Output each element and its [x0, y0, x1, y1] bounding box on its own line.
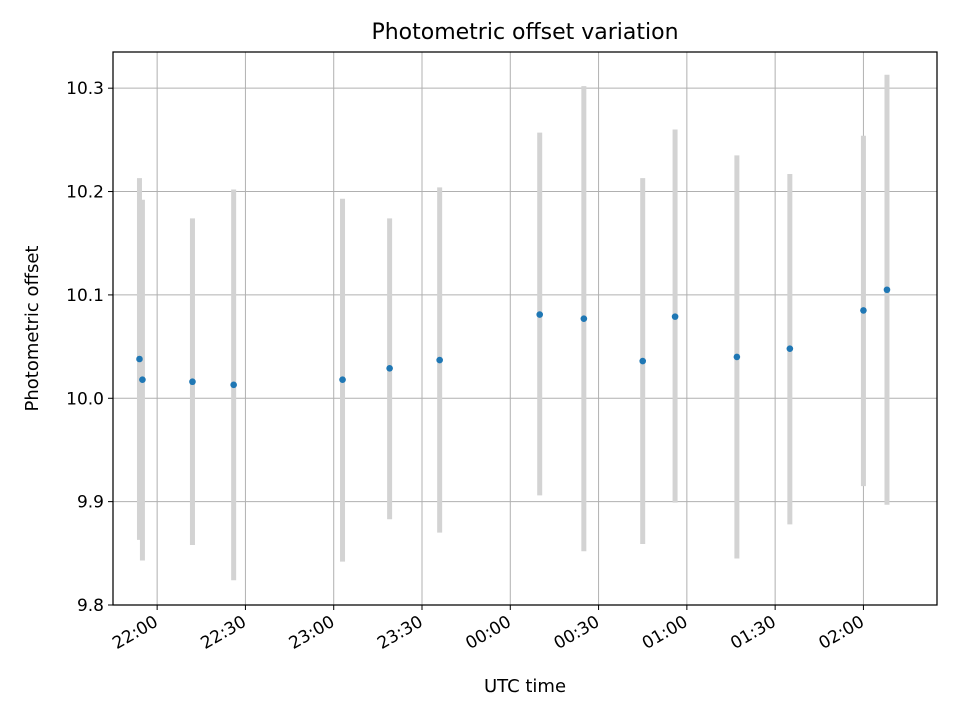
- data-point: [386, 364, 393, 372]
- x-tick-label: 22:30: [197, 612, 249, 654]
- x-tick-label: 23:30: [374, 612, 426, 654]
- y-axis-label: Photometric offset: [22, 246, 43, 412]
- data-point: [230, 381, 237, 389]
- data-point: [339, 376, 346, 383]
- x-axis-label: UTC time: [484, 676, 566, 697]
- y-axis-ticks: 9.8 9.9 10.0 10.1 10.2 10.3: [66, 79, 113, 616]
- data-point: [786, 345, 794, 352]
- y-tick-label: 10.0: [66, 389, 104, 409]
- grid: [113, 52, 937, 606]
- y-tick-label: 10.1: [66, 286, 104, 306]
- x-tick-label: 00:00: [462, 612, 514, 654]
- data-point: [860, 307, 867, 314]
- data-point: [639, 357, 647, 365]
- data-point: [536, 311, 544, 318]
- x-axis-ticks: 22:00 22:30 23:00 23:30 00:00 00:30 01:00 01:30…: [109, 605, 868, 654]
- x-tick-label: 22:00: [109, 612, 161, 654]
- x-tick-label: 23:00: [286, 612, 338, 654]
- data-point: [189, 378, 196, 386]
- y-tick-label: 9.9: [77, 493, 104, 513]
- y-tick-label: 10.3: [66, 79, 104, 99]
- x-tick-label: 00:30: [551, 612, 603, 654]
- plot-frame: [112, 51, 938, 606]
- data-point: [580, 315, 588, 322]
- data-points: [136, 286, 891, 389]
- data-point: [733, 353, 741, 361]
- data-point: [436, 356, 443, 364]
- data-point: [883, 286, 891, 294]
- data-point: [136, 355, 143, 363]
- y-tick-label: 10.2: [66, 183, 104, 203]
- data-point: [139, 376, 146, 383]
- chart-title: Photometric offset variation: [371, 20, 678, 45]
- x-tick-label: 01:00: [639, 612, 691, 654]
- y-tick-label: 9.8: [77, 596, 104, 616]
- x-tick-label: 01:30: [727, 612, 779, 654]
- x-tick-label: 02:00: [815, 612, 867, 654]
- data-point: [671, 313, 679, 320]
